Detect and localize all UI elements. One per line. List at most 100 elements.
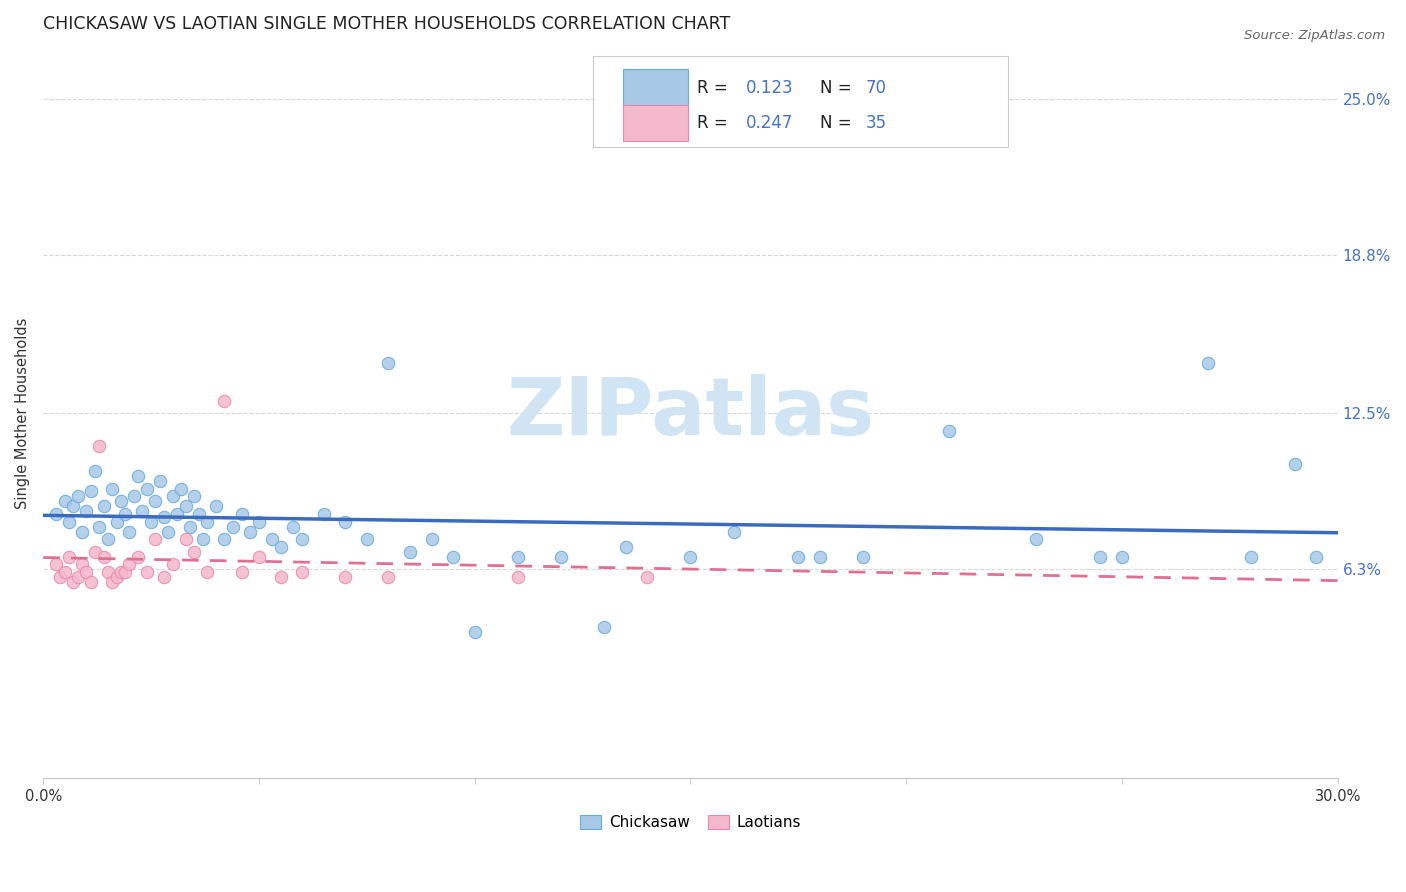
Chickasaw	[174, 500, 197, 514]
Chickasaw	[247, 515, 270, 529]
Chickasaw	[464, 625, 486, 640]
Chickasaw	[122, 489, 145, 503]
Laotians	[174, 532, 197, 546]
Chickasaw	[114, 507, 136, 521]
Chickasaw	[270, 540, 292, 554]
Laotians	[70, 558, 93, 572]
Chickasaw	[356, 532, 378, 546]
Laotians	[79, 574, 101, 589]
Text: 70: 70	[865, 78, 886, 96]
Chickasaw	[45, 507, 67, 521]
Chickasaw	[118, 524, 141, 539]
Text: 0.123: 0.123	[747, 78, 794, 96]
Laotians	[66, 570, 89, 584]
Chickasaw	[1090, 549, 1112, 564]
Laotians	[89, 439, 111, 453]
Text: N =: N =	[820, 78, 856, 96]
Legend: Chickasaw, Laotians: Chickasaw, Laotians	[574, 809, 807, 837]
Chickasaw	[1197, 356, 1219, 370]
Laotians	[118, 558, 141, 572]
Chickasaw	[53, 494, 76, 508]
Text: Source: ZipAtlas.com: Source: ZipAtlas.com	[1244, 29, 1385, 42]
Chickasaw	[162, 489, 184, 503]
Text: 0.247: 0.247	[747, 114, 793, 132]
Laotians	[145, 532, 167, 546]
Chickasaw	[614, 540, 637, 554]
Text: 35: 35	[865, 114, 886, 132]
Chickasaw	[787, 549, 810, 564]
Chickasaw	[291, 532, 314, 546]
Chickasaw	[145, 494, 167, 508]
Chickasaw	[214, 532, 236, 546]
Chickasaw	[62, 500, 84, 514]
Chickasaw	[1240, 549, 1263, 564]
Chickasaw	[312, 507, 335, 521]
Laotians	[162, 558, 184, 572]
Chickasaw	[222, 519, 245, 533]
Chickasaw	[101, 482, 124, 496]
Chickasaw	[58, 515, 80, 529]
Laotians	[247, 549, 270, 564]
Chickasaw	[70, 524, 93, 539]
Chickasaw	[1305, 549, 1327, 564]
Laotians	[105, 570, 128, 584]
Laotians	[45, 558, 67, 572]
Laotians	[506, 570, 529, 584]
Laotians	[291, 565, 314, 579]
Chickasaw	[157, 524, 180, 539]
Chickasaw	[938, 424, 960, 438]
Chickasaw	[75, 504, 97, 518]
Chickasaw	[66, 489, 89, 503]
Chickasaw	[441, 549, 464, 564]
Laotians	[97, 565, 120, 579]
Laotians	[84, 545, 107, 559]
Text: ZIPatlas: ZIPatlas	[506, 375, 875, 452]
Laotians	[114, 565, 136, 579]
Chickasaw	[170, 482, 193, 496]
Chickasaw	[283, 519, 305, 533]
Y-axis label: Single Mother Households: Single Mother Households	[15, 318, 30, 509]
Chickasaw	[84, 464, 107, 478]
FancyBboxPatch shape	[623, 70, 688, 106]
Text: R =: R =	[697, 114, 733, 132]
Text: N =: N =	[820, 114, 856, 132]
Laotians	[335, 570, 357, 584]
Chickasaw	[335, 515, 357, 529]
Laotians	[93, 549, 115, 564]
Chickasaw	[1025, 532, 1047, 546]
Chickasaw	[179, 519, 201, 533]
Laotians	[135, 565, 157, 579]
Text: CHICKASAW VS LAOTIAN SINGLE MOTHER HOUSEHOLDS CORRELATION CHART: CHICKASAW VS LAOTIAN SINGLE MOTHER HOUSE…	[44, 15, 731, 33]
Chickasaw	[723, 524, 745, 539]
Chickasaw	[550, 549, 572, 564]
Laotians	[58, 549, 80, 564]
Chickasaw	[399, 545, 422, 559]
Chickasaw	[135, 482, 157, 496]
Laotians	[53, 565, 76, 579]
Chickasaw	[506, 549, 529, 564]
Chickasaw	[153, 509, 176, 524]
Laotians	[101, 574, 124, 589]
Laotians	[49, 570, 72, 584]
FancyBboxPatch shape	[623, 104, 688, 141]
Laotians	[270, 570, 292, 584]
FancyBboxPatch shape	[593, 55, 1008, 147]
Laotians	[231, 565, 253, 579]
Chickasaw	[420, 532, 443, 546]
Chickasaw	[127, 469, 149, 483]
Chickasaw	[1284, 457, 1306, 471]
Laotians	[183, 545, 205, 559]
Chickasaw	[183, 489, 205, 503]
Laotians	[153, 570, 176, 584]
Chickasaw	[93, 500, 115, 514]
Chickasaw	[260, 532, 283, 546]
Laotians	[75, 565, 97, 579]
Chickasaw	[139, 515, 162, 529]
Chickasaw	[195, 515, 218, 529]
Laotians	[214, 393, 236, 408]
Chickasaw	[187, 507, 209, 521]
Chickasaw	[808, 549, 831, 564]
Laotians	[110, 565, 132, 579]
Chickasaw	[149, 475, 172, 489]
Chickasaw	[131, 504, 153, 518]
